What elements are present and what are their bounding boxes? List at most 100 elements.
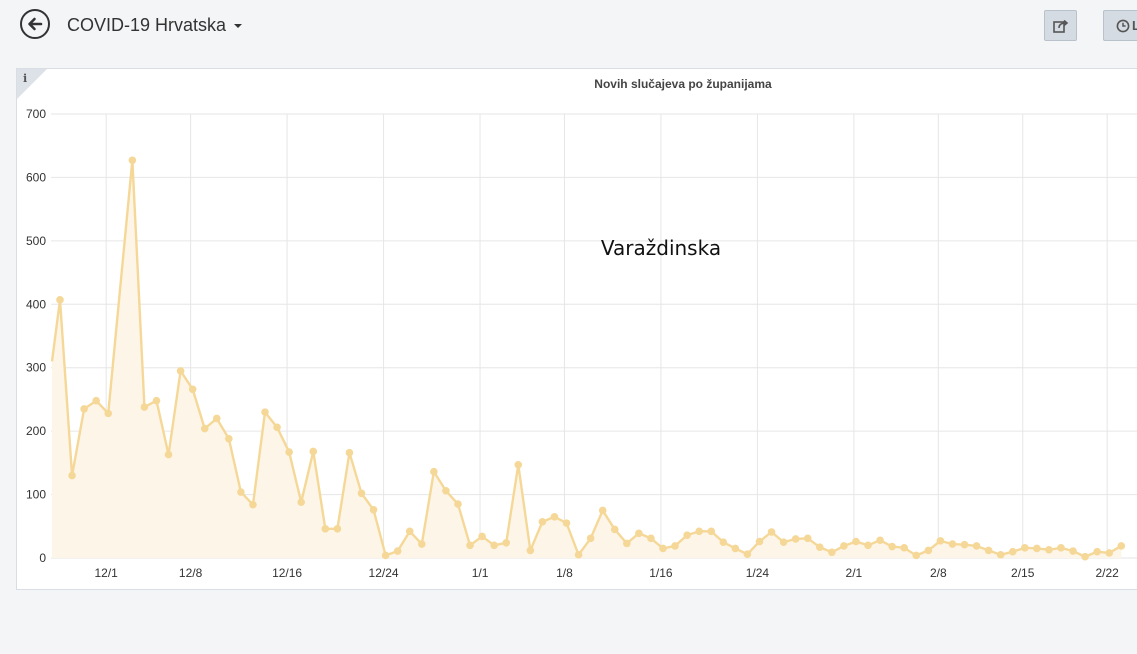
data-point <box>562 519 571 527</box>
data-point <box>369 505 378 514</box>
data-point <box>92 396 100 405</box>
data-point <box>297 498 306 506</box>
data-point <box>212 414 221 423</box>
data-point <box>56 296 64 304</box>
data-point <box>695 527 703 536</box>
data-point <box>442 486 450 495</box>
data-point <box>610 525 619 534</box>
data-point <box>1057 544 1065 552</box>
data-point <box>1117 542 1126 550</box>
data-point <box>960 540 969 549</box>
data-point <box>502 538 511 547</box>
caret-down-icon <box>234 24 243 29</box>
data-point <box>514 460 523 469</box>
history-button[interactable]: L <box>1103 10 1137 41</box>
data-point <box>996 551 1005 559</box>
data-point <box>779 538 788 546</box>
data-point <box>948 540 957 548</box>
y-tick-label: 500 <box>26 234 46 248</box>
x-tick-label: 12/1 <box>95 566 119 580</box>
x-tick-label: 2/15 <box>1011 566 1035 580</box>
data-point <box>1093 547 1101 556</box>
data-point <box>984 546 993 555</box>
data-point <box>333 525 342 533</box>
x-tick-label: 1/8 <box>556 566 573 580</box>
x-tick-label: 1/16 <box>649 566 673 580</box>
data-point <box>900 544 908 552</box>
data-point <box>249 500 257 509</box>
data-point <box>164 450 173 459</box>
y-tick-label: 300 <box>26 361 46 375</box>
x-tick-label: 1/1 <box>472 566 489 580</box>
y-tick-label: 600 <box>26 170 46 184</box>
data-point <box>321 525 330 533</box>
arrow-left-circle-icon <box>28 17 43 31</box>
share-button[interactable] <box>1044 10 1077 41</box>
chart-panel: Novih slučajeva po županijama 0 100 200 300 4… <box>16 68 1137 590</box>
data-point <box>743 550 752 558</box>
x-tick-label: 1/24 <box>746 566 770 580</box>
data-point <box>285 448 293 456</box>
data-point <box>104 409 113 418</box>
data-point <box>490 541 498 550</box>
data-point <box>815 543 824 552</box>
data-point <box>418 540 426 548</box>
y-tick-label: 200 <box>26 424 46 438</box>
info-corner[interactable]: i <box>17 69 47 99</box>
data-point <box>852 537 860 546</box>
y-tick-label: 400 <box>26 297 46 311</box>
data-point <box>635 529 643 538</box>
back-button[interactable] <box>20 9 50 39</box>
data-point <box>1081 552 1089 561</box>
data-point <box>924 546 933 555</box>
county-label: Varaždinska <box>601 236 721 260</box>
data-point <box>237 488 245 496</box>
y-tick-label: 700 <box>26 107 46 121</box>
top-bar: COVID-19 Hrvatska L <box>0 0 1137 56</box>
clock-icon <box>1116 19 1130 33</box>
data-point <box>598 506 607 515</box>
x-tick-label: 12/16 <box>272 566 302 580</box>
data-point <box>972 542 981 550</box>
data-point <box>393 547 402 555</box>
data-point <box>1069 547 1077 555</box>
data-point <box>1008 547 1017 556</box>
page-title: COVID-19 Hrvatska <box>67 15 227 35</box>
data-point <box>1033 544 1041 553</box>
data-point <box>345 448 354 457</box>
data-point <box>767 528 776 536</box>
data-point <box>466 541 474 550</box>
data-point <box>864 541 872 550</box>
data-point <box>454 500 462 508</box>
info-icon: i <box>17 69 47 99</box>
y-tick-label: 100 <box>26 488 46 502</box>
data-point <box>309 447 318 456</box>
x-tick-label: 2/22 <box>1095 566 1119 580</box>
data-point <box>405 527 414 536</box>
data-point <box>659 544 667 553</box>
x-tick-label: 12/8 <box>179 566 203 580</box>
data-point <box>1021 544 1029 552</box>
page-title-dropdown[interactable]: COVID-19 Hrvatska <box>67 15 243 36</box>
x-tick-label: 2/8 <box>930 566 947 580</box>
data-point <box>731 544 740 553</box>
history-label: L <box>1132 18 1137 33</box>
data-point <box>574 551 583 559</box>
data-point <box>755 537 764 546</box>
data-point <box>840 542 848 550</box>
data-point <box>430 467 438 476</box>
data-point <box>200 424 209 433</box>
data-point <box>261 408 269 416</box>
data-point <box>876 536 884 545</box>
data-point <box>478 532 486 541</box>
data-point <box>803 534 812 543</box>
data-point <box>936 537 945 545</box>
data-point <box>1045 545 1053 554</box>
data-point <box>225 434 233 443</box>
data-point <box>586 534 595 543</box>
data-point <box>128 156 137 165</box>
data-point <box>140 403 149 411</box>
info-icon-label: i <box>23 72 27 85</box>
data-point <box>273 423 281 432</box>
data-point <box>683 531 691 539</box>
